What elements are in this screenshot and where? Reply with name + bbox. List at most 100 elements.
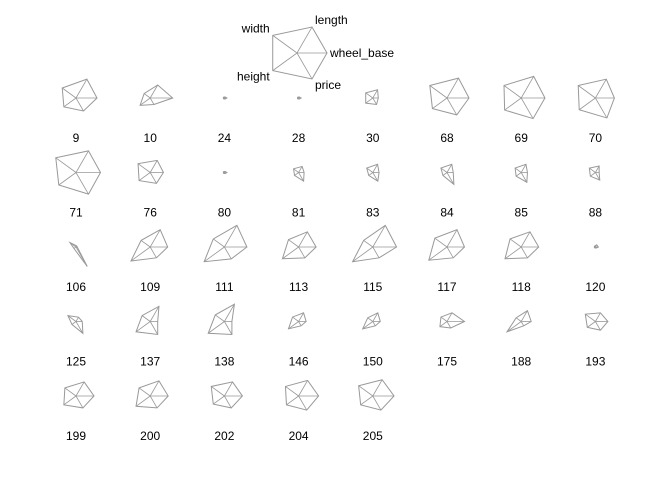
star-label: 113 <box>289 280 308 294</box>
star-label: 71 <box>69 206 83 220</box>
star-label: 10 <box>144 131 158 145</box>
star-label: 80 <box>218 206 232 220</box>
star-ray-price <box>75 172 89 195</box>
star-ray-price <box>149 395 158 409</box>
star-84: 84 <box>440 163 455 220</box>
star-ray-height <box>286 395 299 406</box>
star-125: 125 <box>66 314 86 369</box>
star-ray-width <box>440 316 448 322</box>
star-ray-length <box>520 164 527 173</box>
star-9: 9 <box>61 78 98 145</box>
star-outline <box>439 312 466 329</box>
star-106: 106 <box>66 241 88 294</box>
star-ray-length <box>520 310 528 322</box>
star-outline <box>222 96 228 100</box>
star-label: 150 <box>363 355 383 369</box>
star-ray-length <box>75 78 88 99</box>
star-30: 30 <box>365 89 380 145</box>
star-ray-price <box>595 321 601 331</box>
star-ray-height <box>207 321 225 334</box>
star-outline <box>358 379 395 411</box>
star-ray-width <box>515 317 522 322</box>
star-ray-price <box>372 395 382 411</box>
key-label-width: width <box>241 21 270 35</box>
star-outline <box>577 78 615 119</box>
star-ray-price <box>298 172 304 182</box>
key-label-length: length <box>315 13 348 27</box>
star-outline <box>203 224 248 263</box>
key-label-wheel-base: wheel_base <box>329 46 394 60</box>
star-outline <box>55 150 102 195</box>
star-label: 28 <box>292 131 306 145</box>
star-ray-width <box>293 168 299 173</box>
star-70: 70 <box>577 78 615 145</box>
star-outline <box>429 77 470 116</box>
star-ray-width <box>292 316 299 322</box>
star-outline <box>351 224 398 263</box>
star-ray-length <box>298 312 304 322</box>
star-ray-price <box>149 97 155 105</box>
star-ray-height <box>213 395 225 405</box>
star-ray-width <box>143 93 151 99</box>
star-ray-price <box>149 246 157 259</box>
star-outline <box>297 96 303 100</box>
star-label: 137 <box>140 355 160 369</box>
star-outline <box>272 26 328 80</box>
star-outline <box>503 75 546 120</box>
star-ray-height <box>130 246 151 262</box>
star-outline <box>505 309 532 333</box>
star-label: 68 <box>440 131 454 145</box>
star-ray-height <box>360 395 374 406</box>
star-146: 146 <box>287 312 309 369</box>
star-label: 146 <box>289 355 309 369</box>
star-label: 200 <box>140 429 160 443</box>
star-24: 24 <box>218 96 232 145</box>
star-ray-width <box>272 35 298 54</box>
star-ray-length <box>372 312 379 322</box>
star-outline <box>361 312 381 330</box>
star-204: 204 <box>284 379 320 443</box>
star-175: 175 <box>437 312 466 369</box>
star-69: 69 <box>503 75 546 145</box>
star-ray-length <box>595 78 607 99</box>
star-label: 193 <box>585 355 605 369</box>
star-ray-height <box>587 321 596 328</box>
star-ray-length <box>446 229 458 248</box>
star-label: 24 <box>218 131 232 145</box>
star-117: 117 <box>428 229 466 294</box>
star-outline <box>222 170 228 175</box>
star-ray-length <box>149 160 158 173</box>
star-ray-length <box>595 312 601 322</box>
star-ray-price <box>149 172 157 184</box>
star-ray-price <box>520 172 528 183</box>
star-ray-price <box>75 395 84 409</box>
star-ray-length <box>298 231 308 248</box>
star-label: 85 <box>515 206 529 220</box>
star-83: 83 <box>366 163 380 220</box>
star-ray-width <box>366 167 374 173</box>
star-ray-height <box>368 172 374 176</box>
star-label: 88 <box>589 206 603 220</box>
star-label: 76 <box>144 206 158 220</box>
star-ray-width <box>358 385 374 397</box>
star-138: 138 <box>207 303 236 369</box>
star-outline <box>514 163 528 184</box>
star-ray-price <box>224 395 232 409</box>
star-111: 111 <box>203 224 248 294</box>
star-ray-price <box>298 395 308 411</box>
star-label: 204 <box>289 429 309 443</box>
star-ray-price <box>446 246 454 259</box>
star-ray-length <box>75 150 89 173</box>
star-label: 188 <box>511 355 531 369</box>
star-ray-price <box>446 321 452 329</box>
star-ray-length <box>75 316 79 322</box>
star-ray-width <box>140 240 151 248</box>
star-label: 84 <box>440 206 454 220</box>
star-ray-height <box>578 97 596 111</box>
star-ray-height <box>504 246 522 260</box>
star-outline <box>287 312 307 330</box>
star-205: 205 <box>358 379 395 443</box>
star-label: 205 <box>363 429 383 443</box>
star-ray-height <box>590 172 596 177</box>
star-ray-length <box>520 231 531 248</box>
